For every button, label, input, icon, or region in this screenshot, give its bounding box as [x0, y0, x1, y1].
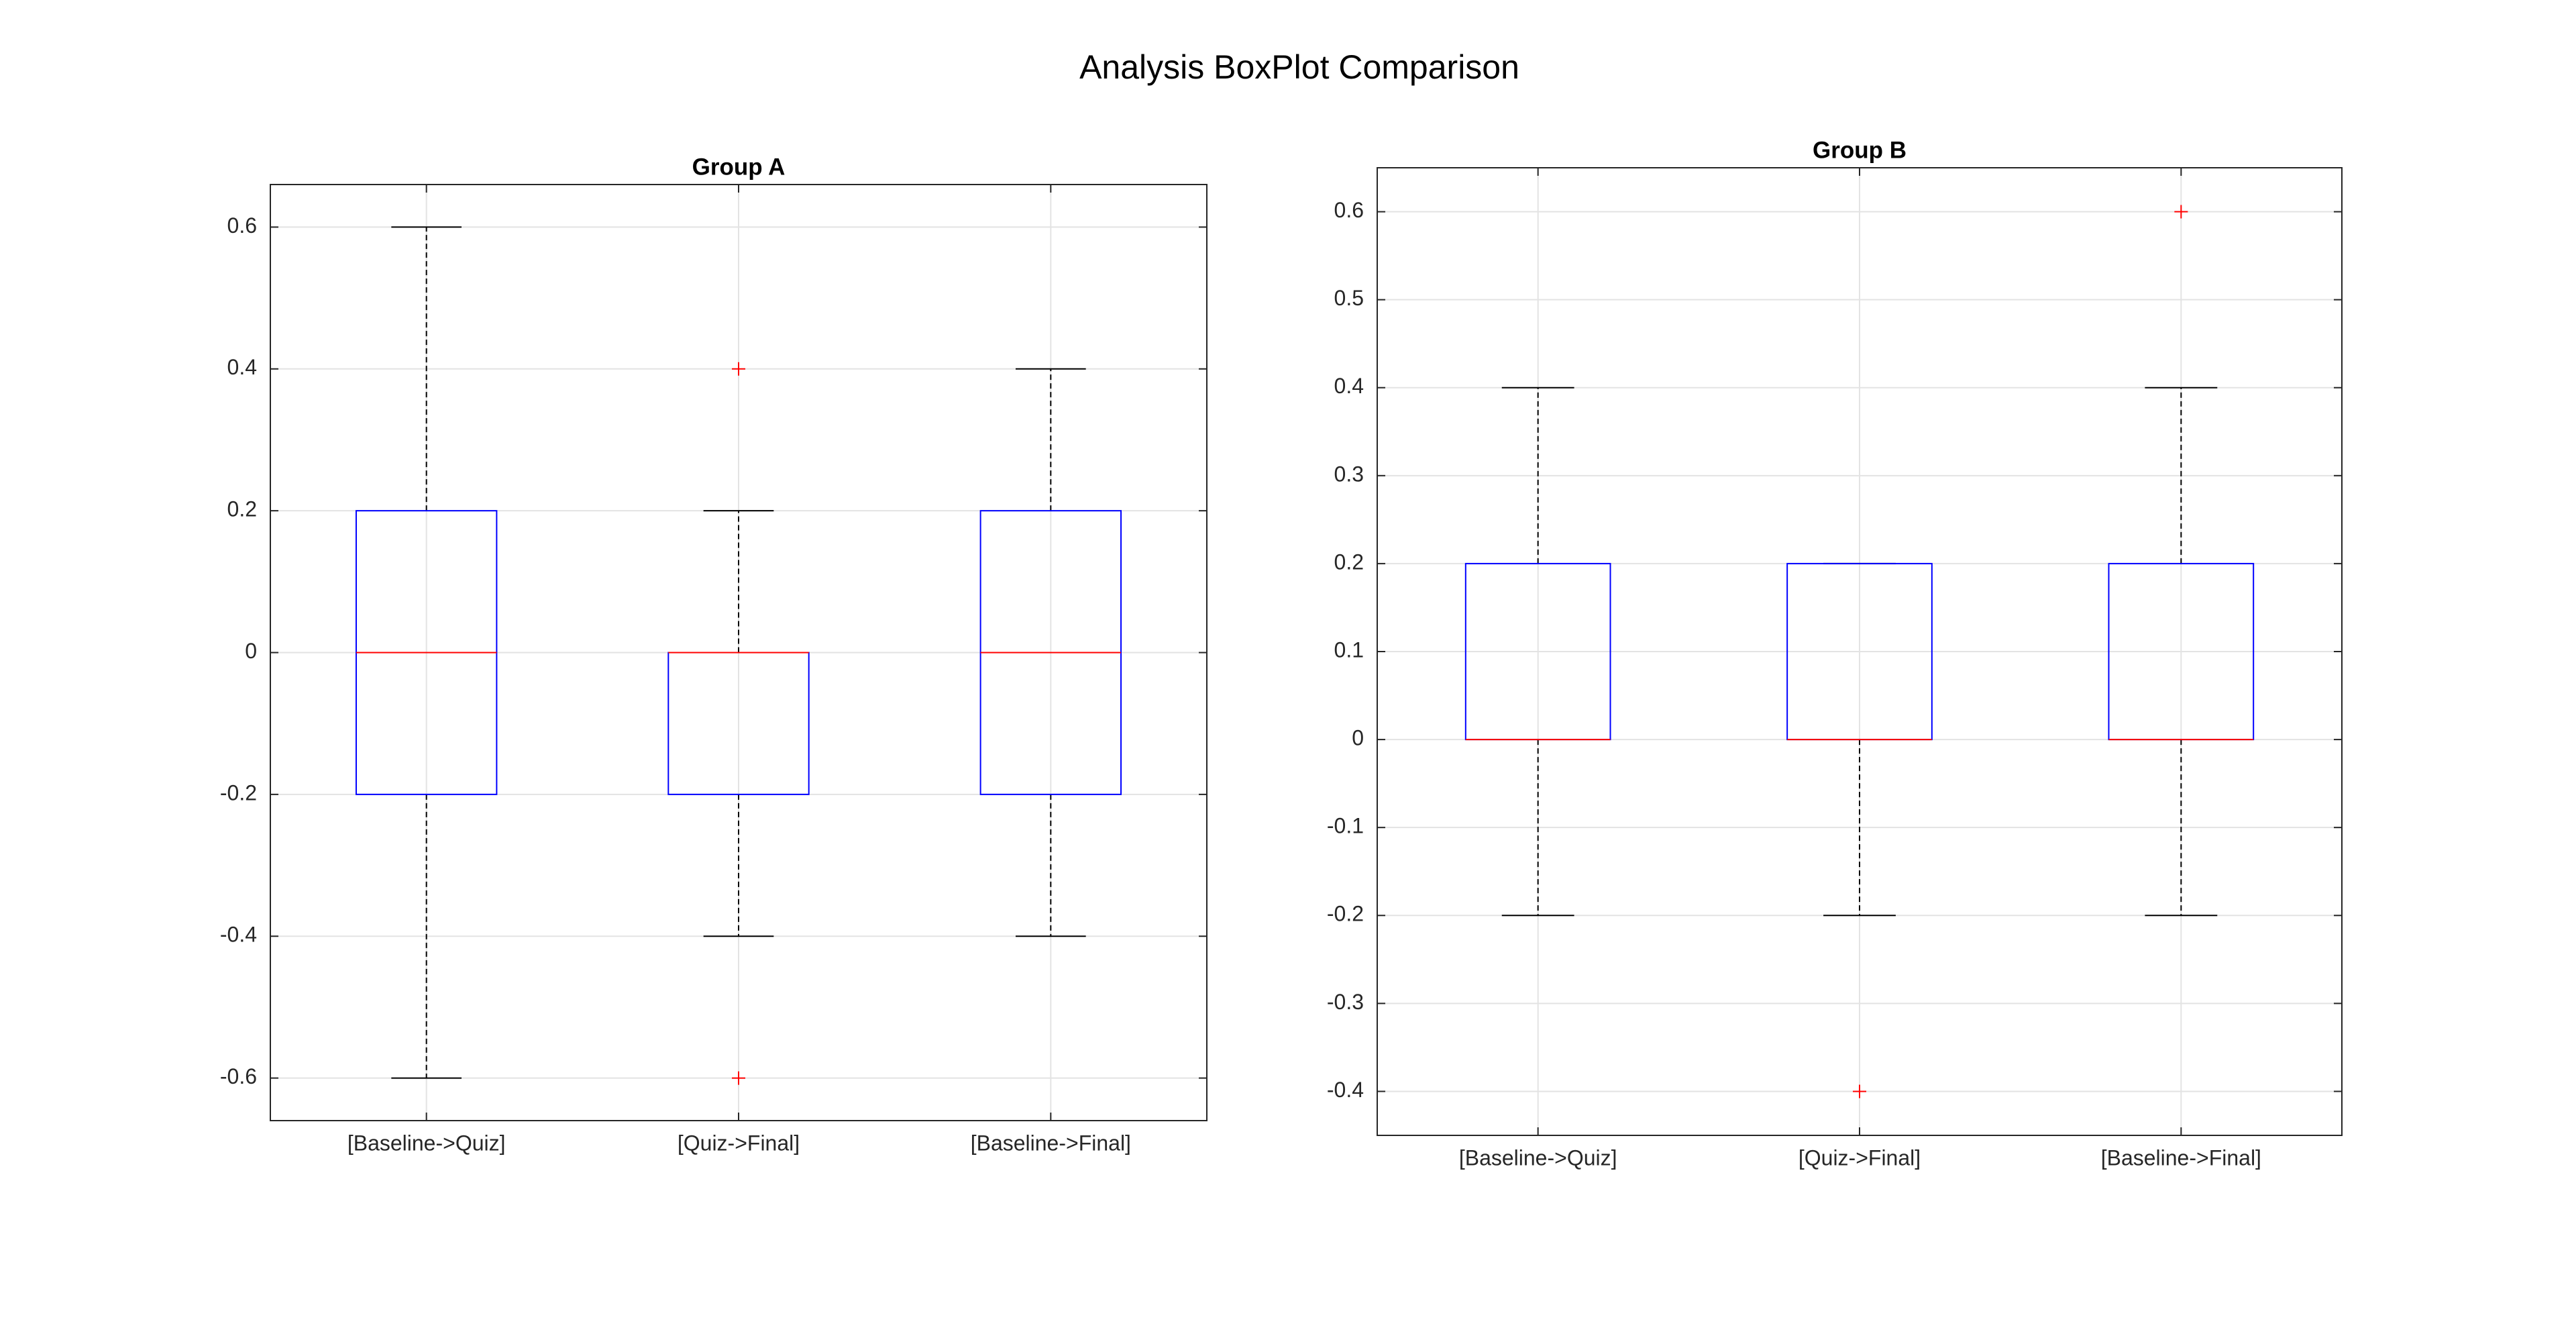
y-tick-label: -0.2	[220, 780, 257, 805]
y-tick-label: 0.4	[1334, 374, 1364, 398]
y-tick-label: -0.4	[1327, 1078, 1364, 1102]
subplot-title: Group A	[692, 154, 786, 180]
x-tick-label: [Baseline->Quiz]	[1459, 1145, 1617, 1170]
axes-frame	[1377, 167, 2343, 1136]
y-tick-label: 0.3	[1334, 462, 1364, 486]
y-tick-label: 0.2	[1334, 550, 1364, 574]
y-tick-label: 0.6	[1334, 198, 1364, 222]
subplot-title: Group B	[1813, 137, 1907, 163]
y-tick-label: 0	[1352, 726, 1364, 750]
outlier	[732, 362, 745, 376]
y-tick-label: 0.1	[1334, 637, 1364, 662]
y-tick-label: -0.4	[220, 923, 257, 947]
outlier	[2174, 205, 2188, 219]
x-tick-label: [Quiz->Final]	[678, 1131, 800, 1155]
x-tick-label: [Quiz->Final]	[1799, 1145, 1921, 1170]
y-tick-label: -0.6	[220, 1064, 257, 1088]
y-tick-label: -0.3	[1327, 990, 1364, 1014]
y-tick-label: -0.1	[1327, 814, 1364, 838]
y-tick-label: 0.4	[227, 355, 257, 379]
y-tick-label: 0	[245, 639, 257, 663]
x-tick-label: [Baseline->Quiz]	[347, 1131, 506, 1155]
x-tick-label: [Baseline->Final]	[2101, 1145, 2261, 1170]
y-tick-label: 0.5	[1334, 286, 1364, 310]
y-tick-label: -0.2	[1327, 902, 1364, 926]
y-tick-label: 0.2	[227, 497, 257, 521]
x-tick-label: [Baseline->Final]	[971, 1131, 1131, 1155]
outlier	[732, 1071, 745, 1085]
axes-frame	[270, 184, 1208, 1121]
outlier	[1853, 1084, 1866, 1098]
y-tick-label: 0.6	[227, 213, 257, 238]
figure-title: Analysis BoxPlot Comparison	[1079, 48, 1519, 86]
